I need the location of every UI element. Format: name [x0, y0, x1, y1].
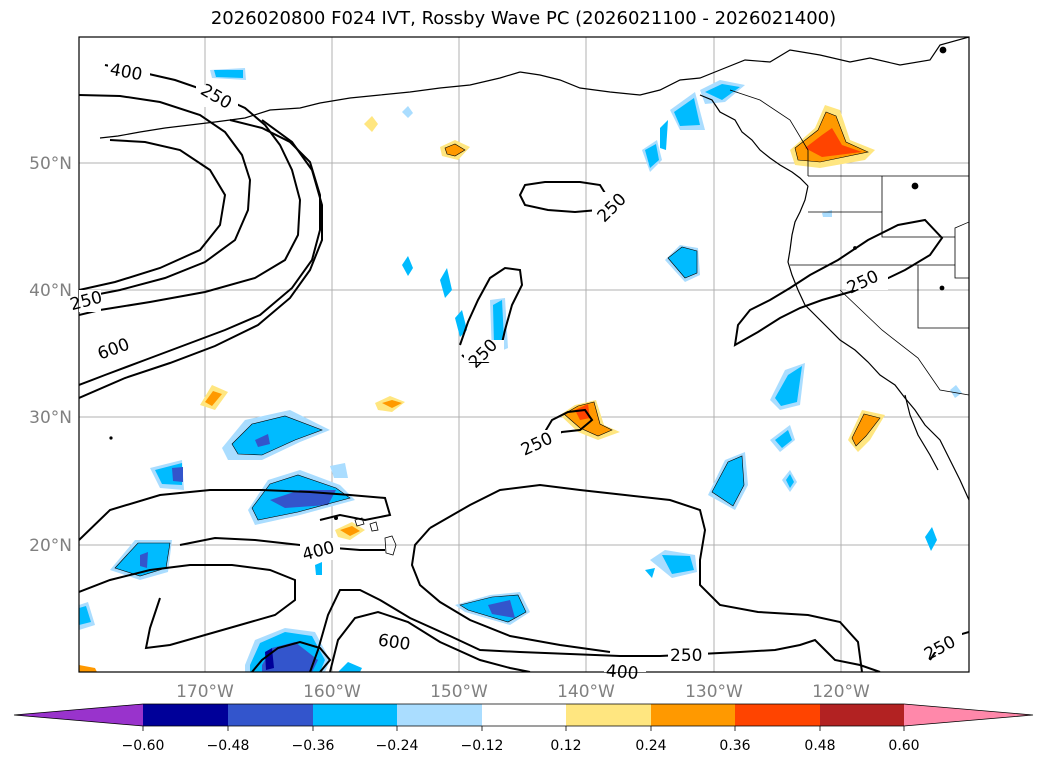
colorbar-tick-label: 0.24 — [635, 738, 666, 754]
coastlines — [99, 37, 969, 501]
lon-label: 120°W — [812, 682, 870, 702]
longitude-labels: 170°W 160°W 150°W 140°W 130°W 120°W — [176, 682, 870, 702]
anomaly-outlines — [114, 111, 881, 623]
lon-label: 140°W — [557, 682, 615, 702]
contour-label: 600 — [377, 631, 412, 655]
colorbar-extend-max — [904, 704, 1033, 726]
colorbar-segment — [143, 704, 228, 726]
lon-label: 150°W — [430, 682, 488, 702]
colorbar-tick-label: 0.60 — [888, 738, 919, 754]
colorbar-segment — [566, 704, 651, 726]
colorbar-tick-label: −0.36 — [292, 738, 335, 754]
colorbar-tick-label: −0.24 — [376, 738, 419, 754]
lat-label: 20°N — [29, 536, 72, 556]
lat-label: 30°N — [29, 408, 72, 428]
contour-labels: 400 250 250 600 250 250 250 400 250 600 … — [68, 60, 962, 684]
lat-label: 50°N — [29, 154, 72, 174]
colorbar-segment — [820, 704, 904, 726]
colorbar-segment — [482, 704, 566, 726]
colorbar-tick-label: 0.36 — [719, 738, 750, 754]
colorbar-segment — [228, 704, 313, 726]
colorbar-tick-label: 0.48 — [804, 738, 835, 754]
latitude-labels: 50°N 40°N 30°N 20°N — [29, 154, 72, 556]
colorbar-tick-label: −0.48 — [207, 738, 250, 754]
map-frame — [78, 36, 970, 673]
colorbar-segment — [651, 704, 735, 726]
map-title: 2026020800 F024 IVT, Rossby Wave PC (202… — [210, 8, 837, 29]
colorbar-segment — [397, 704, 482, 726]
colorbar-tick-label: −0.60 — [122, 738, 165, 754]
colorbar: −0.60 −0.48 −0.36 −0.24 −0.12 0.12 0.24 … — [13, 703, 1034, 754]
lat-label: 40°N — [29, 281, 72, 301]
political-borders — [729, 89, 969, 396]
colorbar-tick-label: −0.12 — [461, 738, 504, 754]
contour-label: 400 — [605, 661, 639, 684]
colorbar-extend-min — [14, 704, 143, 726]
lon-label: 130°W — [685, 682, 743, 702]
lon-label: 170°W — [176, 682, 234, 702]
negative-anomaly-fills — [79, 68, 962, 672]
contour-label: 250 — [670, 646, 702, 666]
colorbar-segment — [313, 704, 397, 726]
colorbar-segment — [735, 704, 820, 726]
colorbar-tick-label: 0.12 — [550, 738, 581, 754]
lon-label: 160°W — [303, 682, 361, 702]
